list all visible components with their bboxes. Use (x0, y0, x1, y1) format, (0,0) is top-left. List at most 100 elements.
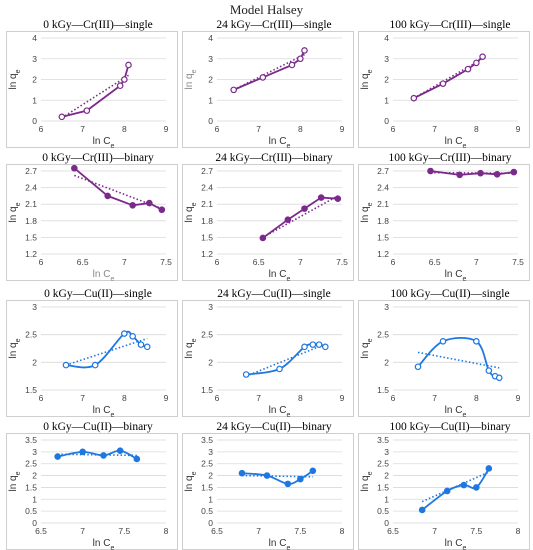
y-tick-label: 1.5 (201, 385, 213, 395)
y-tick-label: 0.5 (201, 506, 213, 516)
panel-frame (358, 164, 530, 281)
data-point (464, 65, 472, 73)
data-point (473, 484, 480, 491)
y-tick-label: 1.5 (377, 232, 389, 242)
data-point (477, 169, 484, 177)
data-point (334, 195, 342, 202)
y-tick-label: 0.5 (377, 506, 389, 516)
chart-panel-1: 0 kGy—Cr(III)—single 0 1 2 3 4 6 7 8 9 ln Ce ln qe (6, 19, 178, 150)
y-axis-label: ln qe (184, 471, 198, 491)
trendline (65, 337, 148, 366)
x-axis-label: ln Ce (445, 405, 467, 419)
data-point (83, 107, 91, 114)
y-tick-label: 1.5 (25, 232, 37, 242)
y-tick-label: 2.4 (377, 183, 389, 193)
y-tick-label: 2 (32, 471, 37, 481)
y-axis-label: ln qe (184, 338, 198, 358)
x-tick-label: 7 (80, 526, 85, 536)
y-tick-label: 2.7 (25, 166, 37, 176)
x-tick-label: 7 (432, 124, 437, 134)
y-tick-label: 1.2 (377, 249, 389, 259)
data-point (238, 469, 246, 477)
x-tick-label: 6.5 (77, 257, 89, 267)
series-line (246, 343, 326, 376)
data-point (133, 455, 141, 463)
x-axis-label: ln Ce (93, 538, 115, 550)
x-tick-label: 7.5 (118, 526, 130, 536)
data-point (495, 374, 503, 382)
x-axis-label: ln Ce (269, 405, 291, 419)
y-tick-label: 1 (32, 494, 37, 504)
y-tick-label: 1.2 (25, 249, 37, 259)
y-tick-label: 0 (208, 518, 213, 528)
chart-panel-9: 100 kGy—Cu(II)—single 1.5 2 2.5 3 6 7 8 9 ln Ce ln… (358, 288, 530, 419)
data-point (309, 467, 317, 475)
data-point (439, 338, 447, 345)
x-tick-label: 7 (80, 124, 85, 134)
x-tick-label: 6.5 (35, 526, 47, 536)
chart-panel-3: 100 kGy—Cr(III)—single 0 1 2 3 4 6 7 8 9 ln Ce ln q… (358, 19, 530, 150)
x-tick-label: 7 (256, 124, 261, 134)
y-tick-label: 2 (384, 75, 389, 85)
y-tick-label: 1.8 (201, 216, 213, 226)
data-point (301, 205, 308, 212)
panel-title: 0 kGy—Cr(III)—single (43, 19, 153, 31)
x-tick-label: 6 (215, 124, 220, 134)
y-tick-label: 1.5 (201, 482, 213, 492)
data-point (146, 199, 153, 207)
y-axis-label: ln qe (8, 471, 22, 491)
data-point (460, 481, 468, 489)
y-tick-label: 1 (384, 95, 389, 105)
data-point (259, 234, 267, 242)
data-point (62, 361, 70, 369)
panel-title: 24 kGy—Cr(III)—binary (215, 152, 332, 164)
panel-title: 100 kGy—Cu(II)—binary (389, 421, 510, 433)
panel-title: 24 kGy—Cu(II)—single (217, 288, 330, 300)
data-point (317, 194, 325, 201)
y-axis-label: ln qe (8, 69, 22, 89)
y-tick-label: 0 (32, 116, 37, 126)
data-point (485, 367, 493, 374)
figure-title: Model Halsey (229, 2, 304, 17)
data-point (315, 341, 323, 348)
y-tick-label: 2.1 (25, 199, 37, 209)
x-tick-label: 6.5 (429, 257, 441, 267)
panel-title: 24 kGy—Cr(III)—single (216, 19, 331, 31)
x-tick-label: 9 (340, 393, 345, 403)
x-axis-label: ln Ce (93, 269, 115, 283)
y-axis-label: ln qe (360, 471, 374, 491)
data-point (129, 333, 136, 340)
data-point (259, 74, 267, 81)
data-point (322, 343, 329, 351)
data-point (143, 343, 151, 351)
x-tick-label: 6.5 (211, 526, 223, 536)
chart-panel-7: 0 kGy—Cu(II)—single 1.5 2 2.5 3 6 7 8 9 ln Ce ln q… (6, 288, 178, 419)
y-tick-label: 2.5 (25, 330, 37, 340)
x-tick-label: 6.5 (387, 526, 399, 536)
x-tick-label: 7 (474, 257, 479, 267)
x-tick-label: 8 (474, 393, 479, 403)
y-tick-label: 1.5 (201, 232, 213, 242)
x-tick-label: 8 (474, 124, 479, 134)
data-point (284, 480, 292, 488)
panel-title: 100 kGy—Cu(II)—single (390, 288, 509, 300)
y-tick-label: 2.5 (201, 330, 213, 340)
data-point (473, 59, 480, 67)
y-tick-label: 2.5 (377, 330, 389, 340)
x-tick-label: 9 (516, 393, 521, 403)
x-tick-label: 7.5 (160, 257, 172, 267)
x-tick-label: 9 (516, 124, 521, 134)
y-axis-label: ln qe (8, 202, 22, 222)
y-tick-label: 0 (384, 518, 389, 528)
series-line (61, 64, 130, 118)
x-axis-label: ln Ce (445, 269, 467, 283)
x-tick-label: 7 (122, 257, 127, 267)
y-tick-label: 2.1 (377, 199, 389, 209)
y-tick-label: 1 (208, 494, 213, 504)
panel-title: 0 kGy—Cu(II)—single (44, 288, 152, 300)
y-tick-label: 2 (384, 471, 389, 481)
y-tick-label: 2 (32, 357, 37, 367)
trendline (241, 474, 313, 478)
data-point (137, 341, 145, 348)
chart-panel-10: 0 kGy—Cu(II)—binary 0 0.5 1 1.52 2.5 3 3.5 6.5 7 7… (6, 421, 178, 550)
